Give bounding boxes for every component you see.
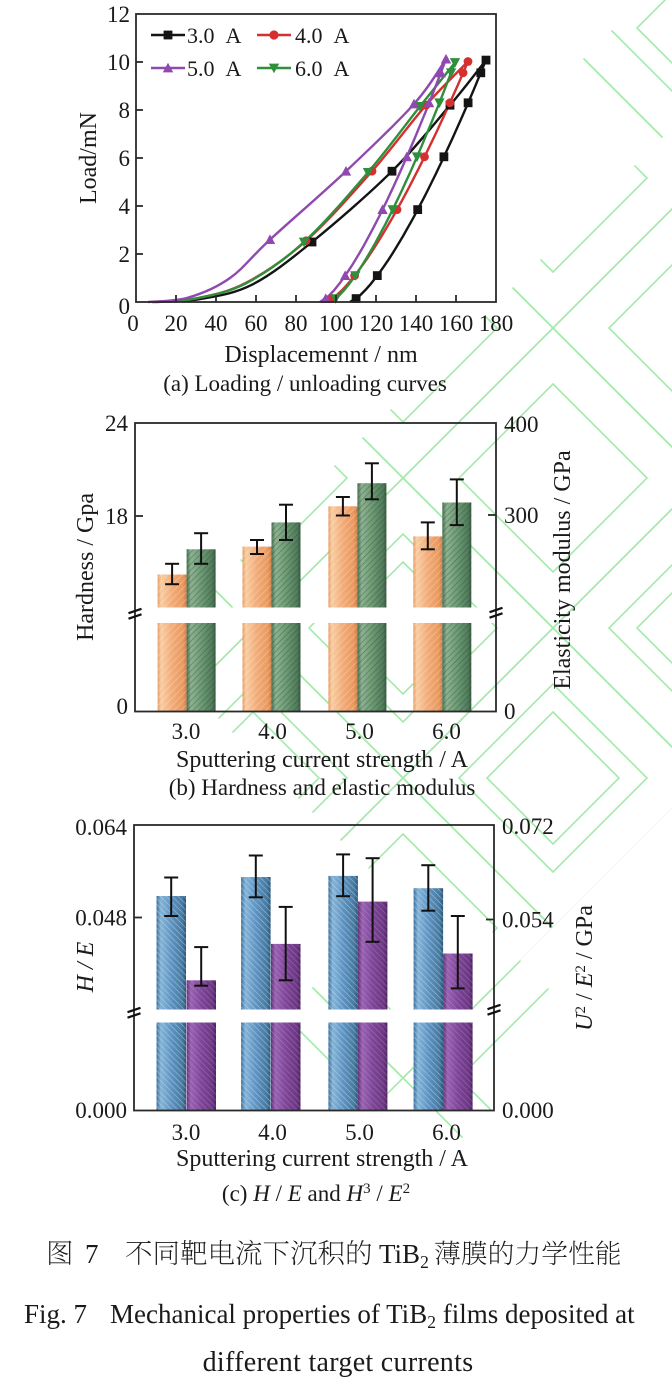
svg-text:Hardness / Gpa: Hardness / Gpa	[73, 493, 99, 641]
svg-text:6.0: 6.0	[432, 719, 461, 744]
svg-text:Elasticity modulus / GPa: Elasticity modulus / GPa	[550, 450, 576, 690]
svg-text:60: 60	[245, 311, 268, 336]
svg-text:300: 300	[504, 503, 539, 528]
svg-text:160: 160	[439, 311, 474, 336]
svg-text:3.0: 3.0	[172, 1120, 201, 1145]
svg-text:0.072: 0.072	[502, 814, 554, 839]
svg-text:H / E: H / E	[73, 941, 99, 993]
svg-text:Sputtering current strength /: Sputtering current strength / A	[176, 747, 469, 773]
svg-text:(b) Hardness and elastic modul: (b) Hardness and elastic modulus	[169, 775, 476, 800]
svg-text:U2 / E2 / GPa: U2 / E2 / GPa	[572, 905, 598, 1031]
svg-text:5.0: 5.0	[345, 1120, 374, 1145]
svg-text:20: 20	[165, 311, 188, 336]
svg-text:Fig. 7: Fig. 7	[24, 1299, 87, 1329]
svg-text:8: 8	[119, 98, 131, 123]
svg-text:0: 0	[504, 699, 516, 724]
svg-text:6.0 A: 6.0 A	[295, 56, 350, 81]
svg-text:120: 120	[359, 311, 394, 336]
svg-text:3.0 A: 3.0 A	[187, 23, 242, 48]
svg-text:4: 4	[119, 194, 131, 219]
svg-text:400: 400	[504, 412, 539, 437]
svg-text:0.000: 0.000	[75, 1098, 127, 1123]
svg-text:5.0: 5.0	[345, 719, 374, 744]
svg-text:7: 7	[85, 1239, 99, 1269]
svg-text:140: 140	[399, 311, 434, 336]
svg-text:100: 100	[319, 311, 354, 336]
svg-text:18: 18	[105, 504, 128, 529]
svg-text:Load/mN: Load/mN	[76, 112, 102, 204]
svg-text:24: 24	[105, 411, 129, 436]
svg-text:0.048: 0.048	[75, 906, 127, 931]
svg-text:4.0 A: 4.0 A	[295, 23, 350, 48]
svg-text:0.000: 0.000	[502, 1098, 554, 1123]
svg-text:Displacemennt / nm: Displacemennt / nm	[224, 342, 418, 368]
svg-text:5.0 A: 5.0 A	[187, 56, 242, 81]
svg-text:(c) H / E and H3 / E2: (c) H / E and H3 / E2	[222, 1181, 410, 1206]
svg-text:0: 0	[119, 294, 131, 319]
svg-text:Sputtering current strength /: Sputtering current strength / A	[176, 1146, 469, 1172]
svg-text:3.0: 3.0	[172, 719, 201, 744]
svg-text:Mechanical properties of TiB2: Mechanical properties of TiB2 films depo…	[110, 1299, 635, 1332]
svg-text:180: 180	[479, 311, 514, 336]
svg-text:2: 2	[119, 242, 131, 267]
svg-text:4.0: 4.0	[258, 719, 287, 744]
svg-text:4.0: 4.0	[258, 1120, 287, 1145]
svg-text:0.064: 0.064	[75, 815, 127, 840]
svg-text:12: 12	[107, 2, 130, 27]
svg-text:different target currents: different target currents	[203, 1347, 474, 1378]
svg-text:80: 80	[285, 311, 308, 336]
svg-text:6.0: 6.0	[432, 1120, 461, 1145]
svg-text:0: 0	[117, 694, 129, 719]
svg-text:0.054: 0.054	[502, 908, 554, 933]
svg-text:6: 6	[119, 146, 131, 171]
svg-text:40: 40	[205, 311, 228, 336]
svg-text:0: 0	[127, 311, 139, 336]
svg-text:10: 10	[107, 50, 130, 75]
svg-text:(a) Loading / unloading curves: (a) Loading / unloading curves	[163, 371, 447, 396]
